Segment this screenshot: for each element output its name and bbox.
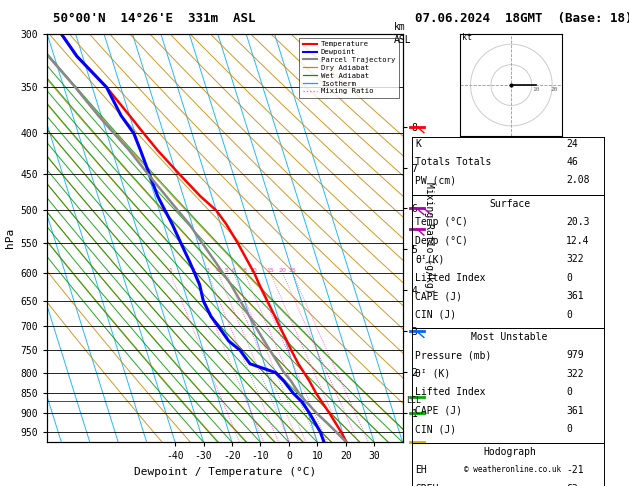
Text: kt: kt [462,33,472,42]
Text: 20: 20 [550,87,558,92]
Text: 322: 322 [566,369,584,379]
Text: Temp (°C): Temp (°C) [415,217,468,227]
Text: 24: 24 [566,139,578,149]
Text: 20: 20 [279,268,287,273]
Text: 0: 0 [566,310,572,320]
Text: CAPE (J): CAPE (J) [415,291,462,301]
Text: -21: -21 [566,465,584,475]
Text: 6: 6 [231,268,235,273]
Text: km: km [394,22,406,32]
Text: 15: 15 [267,268,274,273]
Text: 63: 63 [566,484,578,486]
Text: 10: 10 [250,268,257,273]
Text: LCL: LCL [406,396,421,405]
Text: Lifted Index: Lifted Index [415,387,486,398]
X-axis label: Dewpoint / Temperature (°C): Dewpoint / Temperature (°C) [134,467,316,477]
Text: 10: 10 [532,87,539,92]
Legend: Temperature, Dewpoint, Parcel Trajectory, Dry Adiabat, Wet Adiabat, Isotherm, Mi: Temperature, Dewpoint, Parcel Trajectory… [299,37,399,98]
Text: Dewp (°C): Dewp (°C) [415,236,468,246]
Text: 2: 2 [191,268,196,273]
Text: © weatheronline.co.uk: © weatheronline.co.uk [464,465,561,474]
Text: K: K [415,139,421,149]
Text: 25: 25 [289,268,296,273]
Text: ASL: ASL [394,35,411,45]
Text: 0: 0 [566,387,572,398]
Text: Hodograph: Hodograph [483,447,536,457]
Text: Surface: Surface [489,199,530,209]
Text: 0: 0 [566,424,572,434]
Text: 2.08: 2.08 [566,175,589,186]
Text: 12.4: 12.4 [566,236,589,246]
Text: EH: EH [415,465,427,475]
Text: 07.06.2024  18GMT  (Base: 18): 07.06.2024 18GMT (Base: 18) [415,12,629,25]
Text: PW (cm): PW (cm) [415,175,456,186]
Text: 361: 361 [566,291,584,301]
Text: 979: 979 [566,350,584,361]
Text: CIN (J): CIN (J) [415,310,456,320]
Text: 20.3: 20.3 [566,217,589,227]
Text: θᴵ (K): θᴵ (K) [415,369,450,379]
Text: SREH: SREH [415,484,438,486]
Text: 361: 361 [566,406,584,416]
Y-axis label: hPa: hPa [5,228,15,248]
Y-axis label: Mixing Ratio (g/kg): Mixing Ratio (g/kg) [424,182,434,294]
Text: 322: 322 [566,254,584,264]
Text: Lifted Index: Lifted Index [415,273,486,283]
Text: 50°00'N  14°26'E  331m  ASL: 50°00'N 14°26'E 331m ASL [53,12,256,25]
Text: 8: 8 [243,268,247,273]
Text: 3: 3 [206,268,209,273]
Text: 46: 46 [566,157,578,167]
Text: CAPE (J): CAPE (J) [415,406,462,416]
Text: Totals Totals: Totals Totals [415,157,491,167]
Text: Most Unstable: Most Unstable [471,332,548,342]
Text: 0: 0 [566,273,572,283]
Text: 4: 4 [216,268,220,273]
Text: Pressure (mb): Pressure (mb) [415,350,491,361]
Text: 1: 1 [169,268,172,273]
Text: 5: 5 [225,268,228,273]
Text: θᴵ(K): θᴵ(K) [415,254,445,264]
Text: CIN (J): CIN (J) [415,424,456,434]
